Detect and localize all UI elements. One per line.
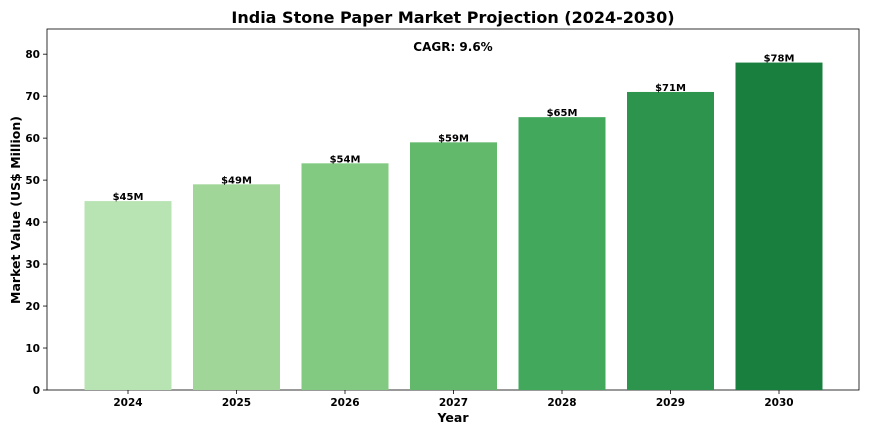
bar-2025 — [193, 184, 280, 390]
y-axis-label: Market Value (US$ Million) — [8, 116, 23, 304]
cagr-annotation: CAGR: 9.6% — [413, 40, 492, 54]
chart-title: India Stone Paper Market Projection (202… — [231, 8, 674, 27]
bar-data-label: $78M — [764, 54, 795, 65]
x-tick-label: 2026 — [330, 397, 359, 409]
bar-series: $45M $49M $54M $59M $65M $71M $78M — [84, 54, 823, 391]
y-axis: 0 10 20 30 40 50 60 70 80 — [25, 49, 47, 397]
y-tick-label: 0 — [33, 385, 40, 397]
bar-data-label: $65M — [547, 108, 578, 119]
y-tick-label: 50 — [25, 175, 40, 187]
bar-data-label: $49M — [221, 175, 252, 186]
bar-2030 — [735, 62, 823, 391]
x-tick-label: 2029 — [656, 397, 685, 409]
x-axis-label: Year — [437, 410, 470, 425]
x-tick-label: 2030 — [764, 397, 793, 409]
x-tick-label: 2024 — [113, 397, 142, 409]
x-tick-label: 2028 — [547, 397, 576, 409]
x-tick-label: 2025 — [222, 397, 251, 409]
y-tick-label: 30 — [25, 259, 40, 271]
x-axis: 2024 2025 2026 2027 2028 2029 2030 — [113, 390, 794, 409]
y-tick-label: 70 — [25, 91, 40, 103]
bar-2027 — [410, 142, 497, 390]
bar-2028 — [518, 117, 606, 391]
y-tick-label: 10 — [25, 343, 40, 355]
bar-data-label: $54M — [330, 154, 361, 165]
y-tick-label: 80 — [25, 49, 40, 61]
bar-2024 — [84, 201, 172, 390]
y-tick-label: 60 — [25, 133, 40, 145]
bar-data-label: $71M — [655, 83, 686, 94]
x-tick-label: 2027 — [439, 397, 468, 409]
bar-2026 — [301, 163, 389, 390]
bar-data-label: $59M — [438, 133, 469, 144]
y-tick-label: 40 — [25, 217, 40, 229]
bar-data-label: $45M — [113, 192, 144, 203]
y-tick-label: 20 — [25, 301, 40, 313]
bar-2029 — [627, 91, 714, 390]
